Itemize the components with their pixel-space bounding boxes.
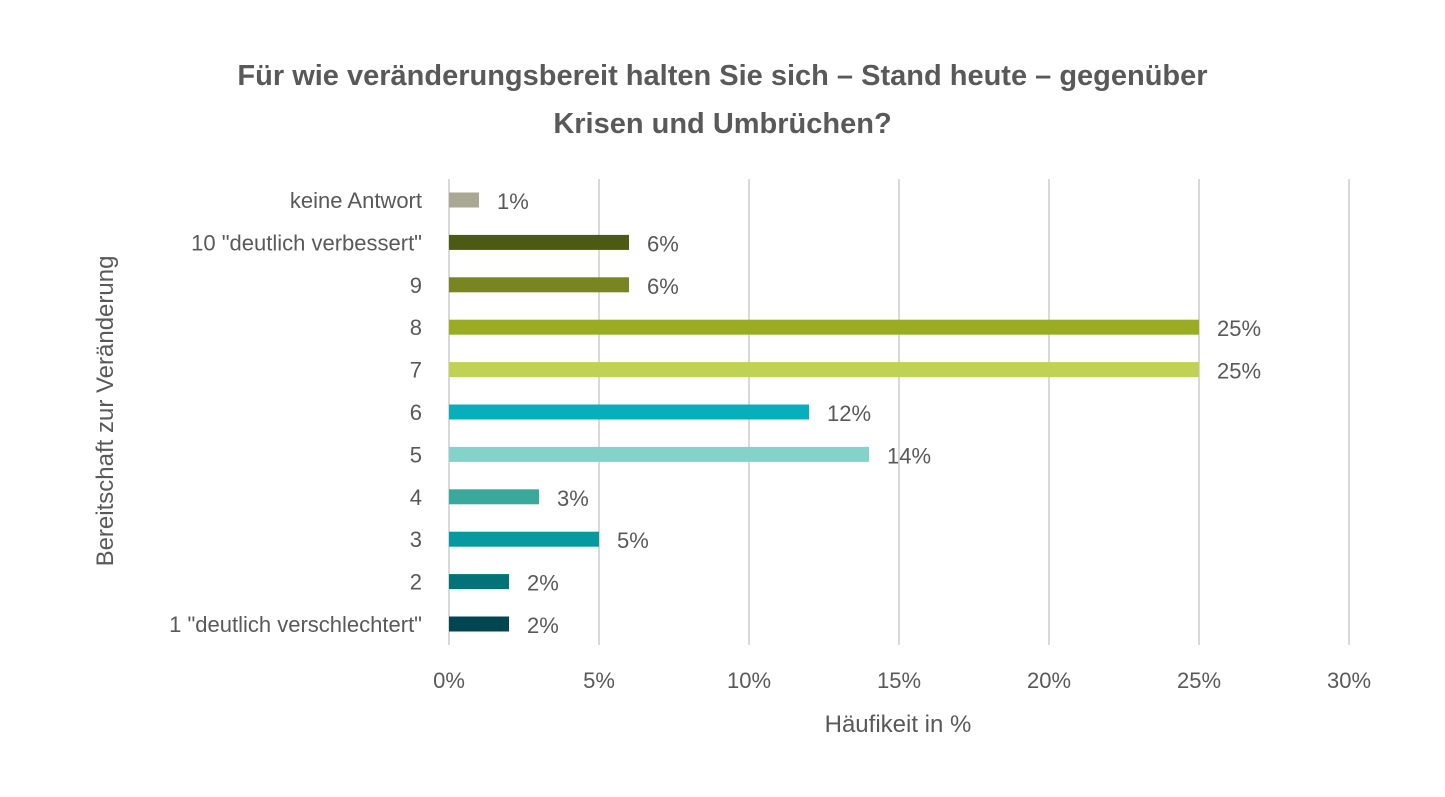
data-label: 12% xyxy=(827,401,871,426)
data-label: 3% xyxy=(557,486,589,511)
x-tick-label: 25% xyxy=(1177,668,1221,693)
bar xyxy=(449,531,599,547)
bar xyxy=(449,362,1199,378)
data-labels: 1% 6% 6% 25% 25% 12% 14% 3% 5% 2% 2% xyxy=(497,189,1261,638)
category-label: 2 xyxy=(410,570,422,595)
category-label: 9 xyxy=(410,273,422,298)
data-label: 1% xyxy=(497,189,529,214)
bar xyxy=(449,616,509,632)
chart-title-line-2: Krisen und Umbrüchen? xyxy=(553,108,892,140)
x-tick-labels: 0% 5% 10% 15% 20% 25% 30% xyxy=(433,668,1371,693)
category-label: 10 "deutlich verbessert" xyxy=(191,230,422,255)
x-tick-label: 10% xyxy=(727,668,771,693)
category-label: 3 xyxy=(410,527,422,552)
bars xyxy=(449,192,1199,632)
data-label: 25% xyxy=(1217,359,1261,384)
chart-title-line-1: Für wie veränderungsbereit halten Sie si… xyxy=(237,60,1208,92)
bar xyxy=(449,574,509,590)
category-label: 1 "deutlich verschlechtert" xyxy=(169,612,422,637)
bar xyxy=(449,192,479,208)
y-axis-title: Bereitschaft zur Veränderung xyxy=(92,256,119,567)
data-label: 14% xyxy=(887,443,931,468)
category-label: 6 xyxy=(410,400,422,425)
data-label: 5% xyxy=(617,528,649,553)
category-labels: keine Antwort 10 "deutlich verbessert" 9 8 7… xyxy=(169,188,422,637)
x-tick-label: 20% xyxy=(1027,668,1071,693)
data-label: 2% xyxy=(527,613,559,638)
bar xyxy=(449,234,629,250)
bar xyxy=(449,277,629,293)
data-label: 6% xyxy=(647,231,679,256)
x-tick-label: 5% xyxy=(583,668,615,693)
data-label: 6% xyxy=(647,274,679,299)
data-label: 2% xyxy=(527,571,559,596)
bar xyxy=(449,489,539,505)
chart-title: Für wie veränderungsbereit halten Sie si… xyxy=(0,52,1445,148)
x-tick-label: 0% xyxy=(433,668,465,693)
x-axis-title: Häufikeit in % xyxy=(825,711,972,738)
bar xyxy=(449,319,1199,335)
data-label: 25% xyxy=(1217,316,1261,341)
category-label: keine Antwort xyxy=(290,188,422,213)
bar xyxy=(449,404,809,420)
bar xyxy=(449,446,869,462)
category-label: 4 xyxy=(410,485,422,510)
x-tick-label: 30% xyxy=(1327,668,1371,693)
x-tick-label: 15% xyxy=(877,668,921,693)
category-label: 5 xyxy=(410,442,422,467)
category-label: 7 xyxy=(410,358,422,383)
category-label: 8 xyxy=(410,315,422,340)
